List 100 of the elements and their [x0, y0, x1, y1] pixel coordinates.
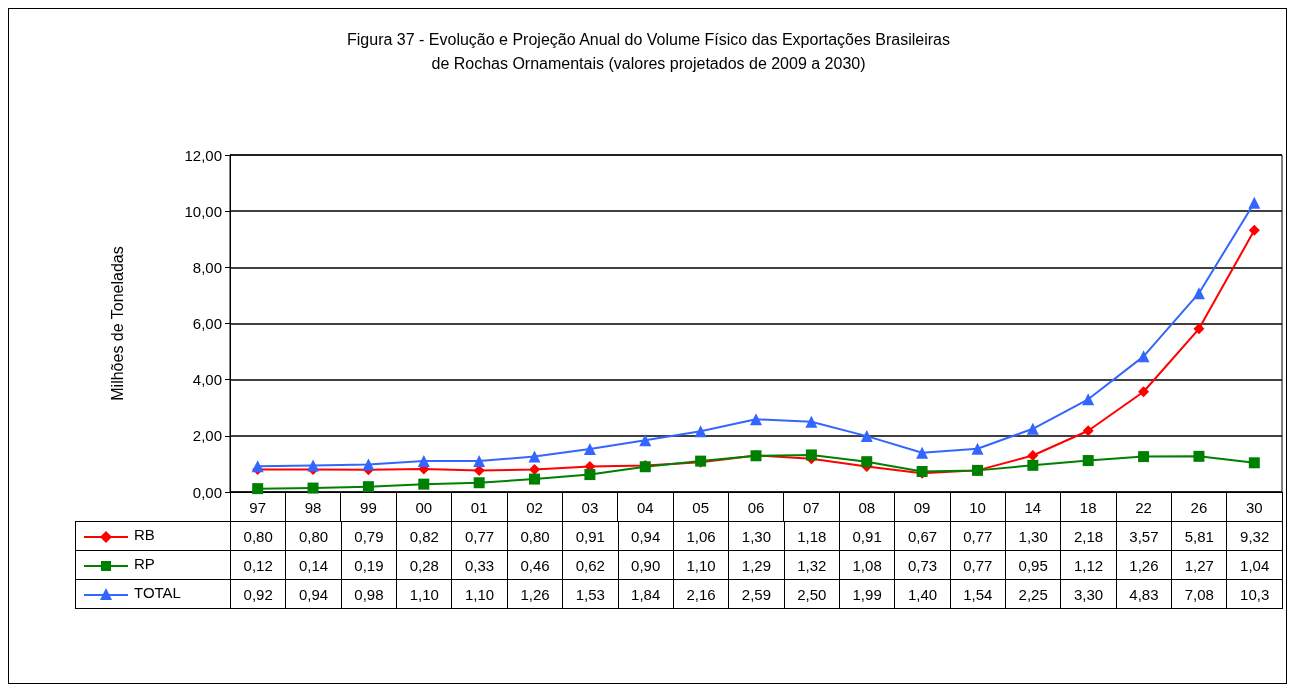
x-tick-label: 14 — [1024, 499, 1042, 516]
data-label: 1,06 — [673, 521, 729, 551]
point — [1138, 386, 1150, 398]
point — [1138, 451, 1150, 463]
data-label: 0,14 — [285, 550, 342, 580]
data-label: 2,50 — [784, 579, 840, 609]
point — [528, 450, 541, 463]
data-label: 0,98 — [341, 579, 397, 609]
point — [971, 442, 984, 455]
data-label: 0,46 — [507, 550, 563, 580]
x-tick-label: 00 — [415, 499, 433, 516]
data-label: 4,83 — [1116, 579, 1172, 609]
data-label: 2,25 — [1005, 579, 1061, 609]
data-label: 3,30 — [1060, 579, 1117, 609]
data-label: 0,77 — [451, 521, 508, 551]
data-label: 1,10 — [451, 579, 508, 609]
y-tick-label: 12,00 — [184, 146, 222, 164]
chart-title: Figura 37 - Evolução e Projeção Anual do Volume Físico das Exportações Brasileiras de Rochas Ornamentais (valores projetados de 2009 a 2030) — [347, 30, 950, 72]
x-tick-label: 04 — [636, 499, 654, 516]
data-label: 1,32 — [784, 550, 840, 580]
point — [362, 481, 374, 493]
data-label: 0,28 — [396, 550, 452, 580]
y-tick-label: 4,00 — [192, 371, 222, 389]
point — [1192, 287, 1205, 300]
point — [1027, 459, 1039, 471]
point — [362, 458, 375, 471]
data-label: 1,26 — [1116, 550, 1172, 580]
data-label: 0,80 — [507, 521, 563, 551]
point — [418, 478, 430, 490]
x-tick-label: 26 — [1190, 499, 1208, 516]
data-label: 0,95 — [1005, 550, 1061, 580]
data-label: 1,26 — [507, 579, 563, 609]
x-tick-label: 08 — [858, 499, 876, 516]
point — [307, 459, 320, 472]
point — [916, 446, 929, 459]
data-label: 1,30 — [728, 521, 785, 551]
point — [417, 455, 430, 468]
point — [1082, 425, 1094, 437]
data-label: 1,29 — [728, 550, 785, 580]
data-label: 2,59 — [728, 579, 785, 609]
point — [1026, 422, 1039, 435]
x-tick-label: 30 — [1245, 499, 1263, 516]
legend-label: RB — [134, 526, 155, 544]
data-label: 1,18 — [784, 521, 840, 551]
data-label: 1,27 — [1171, 550, 1227, 580]
data-label: 1,04 — [1226, 550, 1283, 580]
data-label: 0,92 — [230, 579, 286, 609]
x-tick-label: 99 — [360, 499, 377, 516]
point — [1027, 449, 1039, 461]
point — [473, 455, 486, 468]
point — [1082, 455, 1094, 467]
y-tick-label: 10,00 — [184, 202, 222, 220]
y-tick-label: 2,00 — [192, 427, 222, 445]
x-tick-label: 05 — [692, 499, 709, 516]
data-label: 1,53 — [562, 579, 619, 609]
point — [583, 443, 596, 456]
data-label: 0,73 — [894, 550, 951, 580]
data-label: 0,77 — [950, 521, 1006, 551]
point — [805, 415, 818, 428]
legend-label: RP — [134, 555, 155, 573]
data-label: 0,82 — [396, 521, 452, 551]
point — [1137, 350, 1150, 363]
point — [1248, 196, 1261, 209]
data-label: 0,12 — [230, 550, 286, 580]
data-label: 1,10 — [396, 579, 452, 609]
point — [1082, 393, 1095, 406]
x-tick-label: 22 — [1135, 499, 1152, 516]
data-label: 3,57 — [1116, 521, 1172, 551]
x-tick-label: 10 — [969, 499, 986, 516]
y-axis-title: Milhões de Toneladas — [108, 246, 126, 401]
data-label: 5,81 — [1171, 521, 1227, 551]
x-tick-label: 06 — [747, 499, 765, 516]
data-label: 1,10 — [673, 550, 729, 580]
point — [861, 456, 873, 468]
point — [805, 449, 817, 461]
data-label: 1,30 — [1005, 521, 1061, 551]
data-label: 1,12 — [1060, 550, 1117, 580]
data-label: 1,08 — [839, 550, 895, 580]
data-label: 0,77 — [950, 550, 1006, 580]
x-tick-label: 09 — [913, 499, 931, 516]
point — [1248, 457, 1260, 469]
point — [529, 473, 541, 485]
y-tick-label: 0,00 — [192, 483, 222, 501]
point — [584, 469, 596, 481]
data-label: 0,94 — [285, 579, 342, 609]
data-label: 0,94 — [618, 521, 674, 551]
point — [251, 460, 264, 473]
data-label: 1,99 — [839, 579, 895, 609]
x-tick-label: 02 — [526, 499, 543, 516]
data-label: 2,16 — [673, 579, 729, 609]
data-label: 9,32 — [1226, 521, 1283, 551]
point — [1193, 450, 1205, 462]
y-tick-label: 8,00 — [192, 258, 222, 276]
data-label: 0,90 — [618, 550, 674, 580]
data-label: 2,18 — [1060, 521, 1117, 551]
data-label: 0,33 — [451, 550, 508, 580]
data-label: 1,84 — [618, 579, 674, 609]
x-tick-label: 01 — [470, 499, 488, 516]
data-label: 0,80 — [230, 521, 286, 551]
point — [860, 430, 873, 443]
